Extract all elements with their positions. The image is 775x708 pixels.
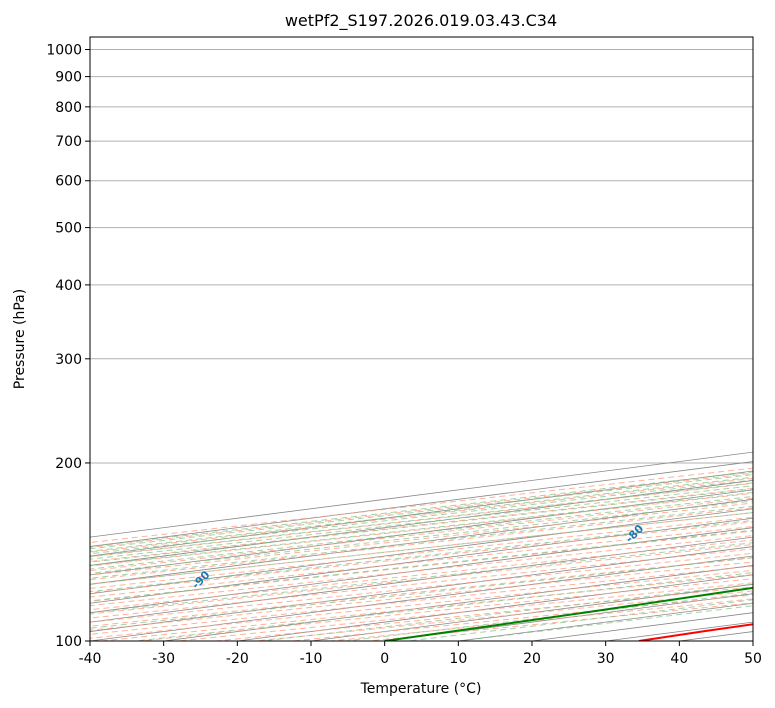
y-axis-label: Pressure (hPa) — [12, 289, 28, 389]
x-tick-label: -40 — [79, 651, 102, 667]
x-tick-label: 50 — [744, 651, 762, 667]
x-axis-label: Temperature (°C) — [360, 681, 482, 697]
y-tick-label: 600 — [55, 174, 82, 190]
isotherm-line — [90, 461, 753, 547]
y-tick-label: 200 — [55, 456, 82, 472]
y-tick-label: 500 — [55, 221, 82, 237]
y-tick-label: 400 — [55, 278, 82, 294]
x-tick-label: -10 — [300, 651, 323, 667]
plot-area: -100-90-80-70-60-50-40-30-20-100.10.20.4… — [90, 49, 753, 641]
isotherm-line — [90, 508, 753, 595]
x-tick-label: 40 — [670, 651, 688, 667]
isotherm-line — [90, 489, 753, 576]
y-tick-label: 700 — [55, 134, 82, 150]
y-tick-label: 1000 — [46, 43, 82, 59]
y-tick-label: 800 — [55, 100, 82, 116]
y-tick-label: 900 — [55, 70, 82, 86]
x-tick-label: 20 — [523, 651, 541, 667]
isotherm-line — [90, 517, 753, 604]
isotherm-line — [90, 536, 753, 623]
x-tick-label: -30 — [152, 651, 175, 667]
x-tick-label: 0 — [380, 651, 389, 667]
y-tick-label: 300 — [55, 352, 82, 368]
plot-frame — [89, 36, 754, 642]
chart-title: wetPf2_S197.2026.019.03.43.C34 — [285, 11, 557, 31]
isotherm-line — [90, 498, 753, 585]
pressure-gridlines — [90, 49, 753, 641]
y-axis-ticks: 100 200 300 400 500 600 700 800 900 1000 — [46, 43, 90, 650]
isotherm-line — [90, 470, 753, 557]
x-tick-label: 30 — [597, 651, 615, 667]
x-axis-ticks: -40 -30 -20 -10 0 10 20 30 40 50 — [79, 641, 762, 667]
x-tick-label: 10 — [449, 651, 467, 667]
y-tick-label: 100 — [55, 634, 82, 650]
x-tick-label: -20 — [226, 651, 249, 667]
